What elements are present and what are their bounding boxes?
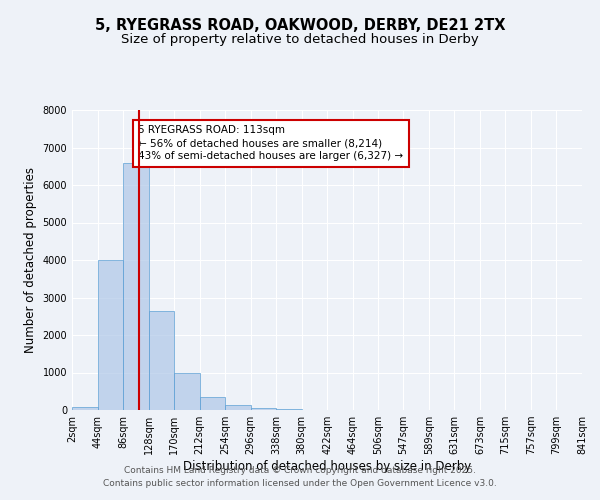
Bar [200, 397, 225, 410]
Y-axis label: Number of detached properties: Number of detached properties [24, 167, 37, 353]
Bar [174, 372, 200, 410]
Bar [251, 408, 276, 410]
X-axis label: Distribution of detached houses by size in Derby: Distribution of detached houses by size … [183, 460, 471, 473]
Bar [98, 260, 123, 410]
Bar [225, 405, 251, 410]
Text: Size of property relative to detached houses in Derby: Size of property relative to detached ho… [121, 32, 479, 46]
Text: Contains HM Land Registry data © Crown copyright and database right 2025.: Contains HM Land Registry data © Crown c… [124, 466, 476, 475]
Bar [72, 407, 98, 410]
Text: Contains public sector information licensed under the Open Government Licence v3: Contains public sector information licen… [103, 478, 497, 488]
Bar [276, 409, 302, 410]
Bar [149, 310, 174, 410]
Bar [123, 162, 149, 410]
Text: 5 RYEGRASS ROAD: 113sqm
← 56% of detached houses are smaller (8,214)
43% of semi: 5 RYEGRASS ROAD: 113sqm ← 56% of detache… [139, 125, 403, 162]
Text: 5, RYEGRASS ROAD, OAKWOOD, DERBY, DE21 2TX: 5, RYEGRASS ROAD, OAKWOOD, DERBY, DE21 2… [95, 18, 505, 32]
